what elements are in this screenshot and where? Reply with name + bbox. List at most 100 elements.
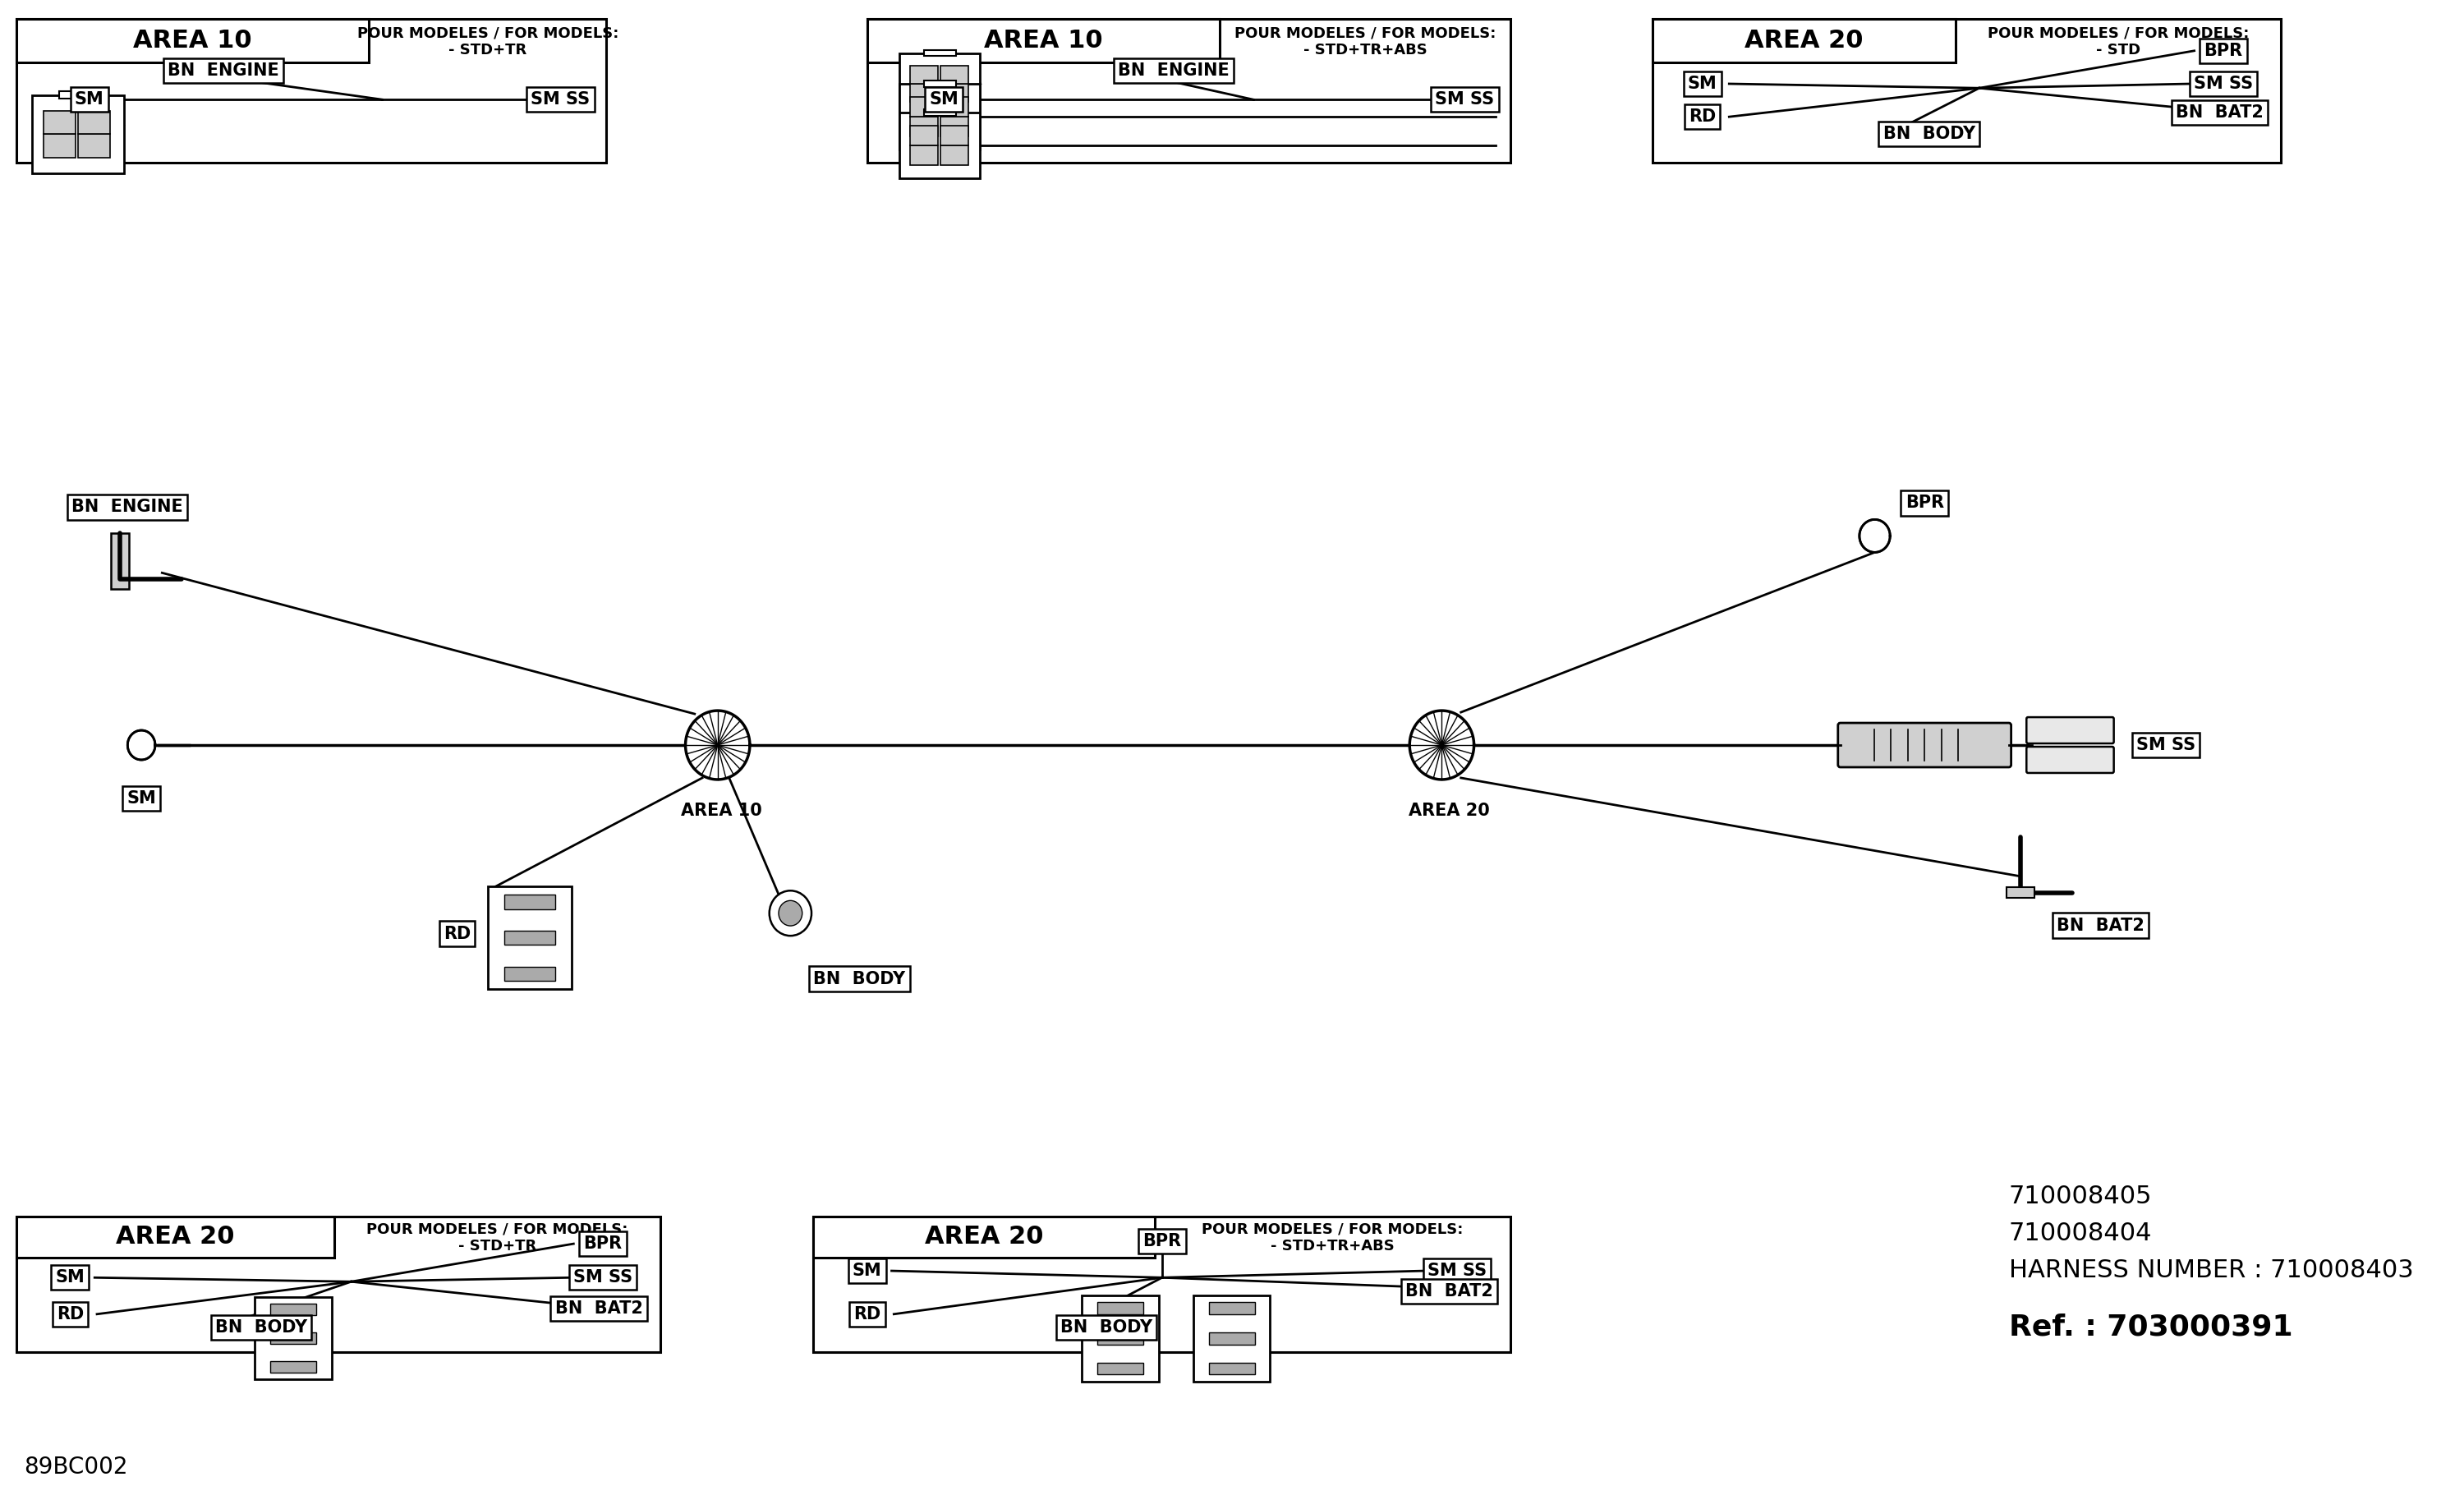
Bar bbox=[44, 134, 76, 157]
Bar bbox=[1210, 1363, 1254, 1375]
Bar bbox=[867, 20, 1220, 62]
Bar bbox=[271, 1332, 315, 1345]
FancyBboxPatch shape bbox=[2025, 747, 2114, 773]
Bar bbox=[924, 80, 956, 88]
Text: BPR: BPR bbox=[2203, 42, 2242, 59]
Text: SM: SM bbox=[853, 1263, 882, 1280]
Bar bbox=[1653, 20, 2282, 163]
Bar bbox=[488, 887, 572, 988]
Polygon shape bbox=[1409, 711, 1473, 780]
Bar bbox=[17, 1216, 335, 1257]
Text: RD: RD bbox=[444, 925, 471, 942]
Bar bbox=[111, 534, 128, 589]
Text: BN  BODY: BN BODY bbox=[1882, 125, 1976, 142]
Text: POUR MODELES / FOR MODELS:: POUR MODELES / FOR MODELS: bbox=[1202, 1222, 1464, 1237]
Text: BPR: BPR bbox=[584, 1236, 621, 1252]
Bar bbox=[813, 1216, 1156, 1257]
Bar bbox=[59, 91, 96, 100]
Bar bbox=[79, 110, 111, 134]
Text: SM SS: SM SS bbox=[1434, 92, 1493, 107]
Bar bbox=[1096, 1302, 1143, 1314]
Text: SM: SM bbox=[54, 1269, 84, 1286]
Text: BN  BAT2: BN BAT2 bbox=[2176, 104, 2264, 121]
Text: SM: SM bbox=[929, 92, 958, 107]
Text: 89BC002: 89BC002 bbox=[25, 1455, 128, 1479]
Text: SM SS: SM SS bbox=[1427, 1263, 1486, 1280]
Bar bbox=[899, 53, 981, 115]
Polygon shape bbox=[128, 730, 155, 761]
Text: POUR MODELES / FOR MODELS:: POUR MODELES / FOR MODELS: bbox=[357, 26, 618, 41]
Polygon shape bbox=[1860, 519, 1890, 552]
Bar bbox=[1096, 1332, 1143, 1345]
Text: BN  ENGINE: BN ENGINE bbox=[71, 499, 182, 516]
Bar bbox=[909, 97, 939, 116]
Text: AREA 20: AREA 20 bbox=[924, 1225, 1042, 1249]
FancyBboxPatch shape bbox=[2025, 717, 2114, 744]
Bar bbox=[1082, 1295, 1158, 1382]
Text: Ref. : 703000391: Ref. : 703000391 bbox=[2008, 1313, 2292, 1342]
Bar bbox=[909, 85, 939, 103]
Text: - STD: - STD bbox=[2097, 42, 2141, 57]
Text: POUR MODELES / FOR MODELS:: POUR MODELES / FOR MODELS: bbox=[367, 1222, 628, 1237]
Bar bbox=[271, 1361, 315, 1373]
Polygon shape bbox=[1860, 519, 1890, 552]
Text: - STD+TR: - STD+TR bbox=[448, 42, 527, 57]
Text: RD: RD bbox=[57, 1305, 84, 1322]
Text: AREA 10: AREA 10 bbox=[680, 803, 761, 819]
Bar bbox=[909, 125, 939, 145]
Text: SM SS: SM SS bbox=[2193, 75, 2252, 92]
Bar bbox=[941, 125, 968, 145]
Text: BPR: BPR bbox=[1905, 495, 1944, 512]
Bar bbox=[17, 1216, 660, 1352]
Text: - STD+TR+ABS: - STD+TR+ABS bbox=[1271, 1239, 1395, 1254]
Bar bbox=[44, 110, 76, 134]
Text: POUR MODELES / FOR MODELS:: POUR MODELES / FOR MODELS: bbox=[1988, 26, 2250, 41]
Text: BN  BAT2: BN BAT2 bbox=[554, 1301, 643, 1317]
Text: - STD+TR+ABS: - STD+TR+ABS bbox=[1303, 42, 1427, 57]
Text: BN  BODY: BN BODY bbox=[214, 1319, 308, 1335]
Text: RD: RD bbox=[1688, 109, 1715, 125]
Bar bbox=[17, 20, 606, 163]
Bar bbox=[899, 113, 981, 178]
Text: POUR MODELES / FOR MODELS:: POUR MODELES / FOR MODELS: bbox=[1234, 26, 1496, 41]
Bar bbox=[813, 1216, 1510, 1352]
Text: BN  BAT2: BN BAT2 bbox=[2057, 917, 2144, 934]
Bar bbox=[505, 967, 554, 981]
Bar bbox=[899, 85, 981, 149]
Bar bbox=[505, 895, 554, 908]
Bar bbox=[17, 20, 370, 62]
Polygon shape bbox=[128, 730, 155, 761]
Circle shape bbox=[779, 901, 803, 927]
Bar bbox=[924, 110, 956, 116]
Text: AREA 10: AREA 10 bbox=[983, 29, 1104, 53]
Bar bbox=[909, 65, 939, 85]
Bar bbox=[1653, 20, 1956, 62]
Polygon shape bbox=[685, 711, 749, 780]
Bar bbox=[32, 95, 123, 174]
Bar bbox=[941, 85, 968, 103]
Text: SM SS: SM SS bbox=[2136, 736, 2195, 753]
Circle shape bbox=[769, 890, 811, 936]
Text: 710008405: 710008405 bbox=[2008, 1185, 2151, 1209]
Text: AREA 20: AREA 20 bbox=[1745, 29, 1863, 53]
Bar bbox=[1210, 1302, 1254, 1314]
Text: SM: SM bbox=[126, 791, 155, 807]
Text: SM SS: SM SS bbox=[530, 92, 591, 107]
Text: BN  BODY: BN BODY bbox=[1060, 1319, 1153, 1335]
Bar bbox=[505, 931, 554, 945]
Bar bbox=[79, 134, 111, 157]
Text: BN  ENGINE: BN ENGINE bbox=[168, 63, 278, 78]
Text: SM SS: SM SS bbox=[574, 1269, 633, 1286]
Bar bbox=[924, 50, 956, 56]
Text: AREA 20: AREA 20 bbox=[1409, 803, 1491, 819]
FancyBboxPatch shape bbox=[1838, 723, 2011, 767]
Text: - STD+TR: - STD+TR bbox=[458, 1239, 537, 1254]
Bar bbox=[941, 97, 968, 116]
Bar bbox=[909, 116, 939, 136]
Text: SM: SM bbox=[74, 92, 103, 107]
Bar bbox=[271, 1304, 315, 1316]
Bar bbox=[1096, 1363, 1143, 1375]
Bar bbox=[909, 145, 939, 164]
Text: HARNESS NUMBER : 710008403: HARNESS NUMBER : 710008403 bbox=[2008, 1259, 2415, 1283]
Bar bbox=[254, 1298, 333, 1379]
